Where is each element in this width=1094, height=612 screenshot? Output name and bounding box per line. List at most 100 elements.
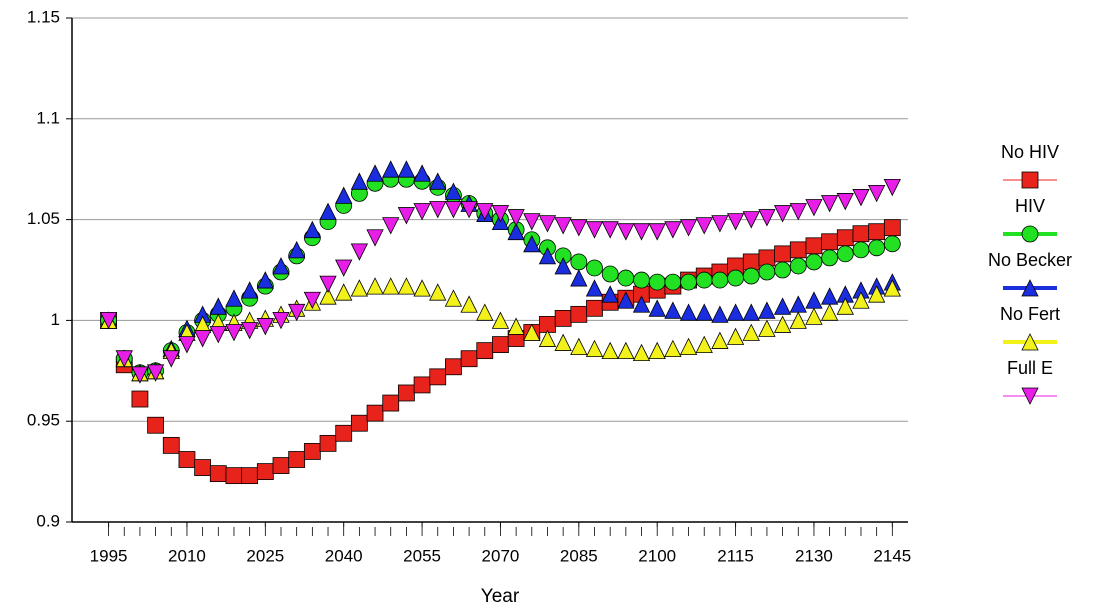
marker xyxy=(194,459,212,476)
legend-marker xyxy=(1021,333,1039,351)
marker xyxy=(601,341,619,360)
marker xyxy=(444,182,463,200)
marker xyxy=(507,222,525,241)
marker xyxy=(319,287,337,305)
marker xyxy=(601,285,619,303)
marker xyxy=(476,203,494,221)
marker xyxy=(554,333,572,351)
marker xyxy=(836,229,854,247)
marker xyxy=(758,249,776,267)
marker xyxy=(413,203,431,221)
marker xyxy=(492,336,509,353)
marker xyxy=(789,203,807,221)
marker xyxy=(193,330,212,348)
marker xyxy=(773,315,792,333)
marker xyxy=(695,303,713,321)
marker xyxy=(319,275,337,294)
marker xyxy=(429,172,447,190)
marker xyxy=(836,245,854,263)
marker xyxy=(632,343,651,362)
marker xyxy=(883,178,901,197)
marker xyxy=(758,263,776,281)
marker xyxy=(648,299,666,317)
marker xyxy=(742,323,760,341)
marker xyxy=(241,322,259,340)
marker xyxy=(883,279,901,297)
marker xyxy=(209,297,227,315)
marker xyxy=(288,451,306,468)
marker xyxy=(382,277,400,295)
legend-marker xyxy=(1021,171,1039,189)
marker xyxy=(178,336,196,354)
marker xyxy=(256,318,274,336)
marker xyxy=(476,303,494,321)
marker xyxy=(570,305,588,323)
marker xyxy=(586,259,603,277)
marker xyxy=(868,223,886,241)
legend-label: No Becker xyxy=(988,250,1072,270)
marker xyxy=(538,246,557,265)
marker xyxy=(868,239,886,257)
x-tick-label: 2130 xyxy=(795,546,833,565)
marker xyxy=(852,291,870,309)
series xyxy=(99,178,901,384)
marker xyxy=(460,295,478,313)
marker xyxy=(99,311,118,330)
marker xyxy=(789,311,807,329)
marker xyxy=(601,265,619,283)
marker xyxy=(225,467,243,485)
marker xyxy=(538,329,557,347)
marker xyxy=(679,303,698,321)
y-tick-label: 1.1 xyxy=(36,108,60,127)
x-tick-label: 2085 xyxy=(560,546,598,565)
marker xyxy=(225,289,243,307)
marker xyxy=(820,195,839,213)
marker xyxy=(711,215,729,233)
x-tick-label: 2025 xyxy=(246,546,284,565)
marker xyxy=(335,283,353,301)
marker xyxy=(570,337,588,356)
marker xyxy=(272,457,290,474)
marker xyxy=(695,217,713,235)
y-tick-label: 1.05 xyxy=(27,209,60,228)
marker xyxy=(789,295,807,313)
marker xyxy=(852,241,870,259)
marker xyxy=(445,358,462,376)
marker xyxy=(648,273,666,291)
marker xyxy=(868,285,886,303)
marker xyxy=(758,209,776,227)
marker xyxy=(805,291,823,309)
marker xyxy=(507,317,525,335)
marker xyxy=(507,209,525,227)
marker xyxy=(758,319,776,337)
marker xyxy=(413,164,431,182)
legend-label: No HIV xyxy=(1001,142,1059,162)
marker xyxy=(805,237,823,255)
marker xyxy=(162,436,180,454)
marker xyxy=(742,253,760,271)
marker xyxy=(883,219,901,237)
legend-label: HIV xyxy=(1015,196,1045,216)
marker xyxy=(256,463,274,481)
marker xyxy=(209,326,227,344)
marker xyxy=(664,339,682,358)
marker xyxy=(758,301,776,319)
marker xyxy=(617,269,635,287)
marker xyxy=(805,199,823,217)
marker xyxy=(366,277,384,295)
marker xyxy=(350,243,369,261)
marker xyxy=(476,342,494,360)
marker xyxy=(821,233,839,251)
marker xyxy=(382,394,400,412)
marker xyxy=(727,269,744,287)
marker xyxy=(774,261,791,279)
marker xyxy=(852,189,870,207)
marker xyxy=(617,341,635,360)
marker xyxy=(523,213,541,231)
marker xyxy=(303,291,321,310)
marker xyxy=(178,451,196,468)
marker xyxy=(664,221,682,239)
x-tick-label: 2115 xyxy=(717,546,754,565)
marker xyxy=(852,225,870,243)
marker xyxy=(820,287,839,305)
